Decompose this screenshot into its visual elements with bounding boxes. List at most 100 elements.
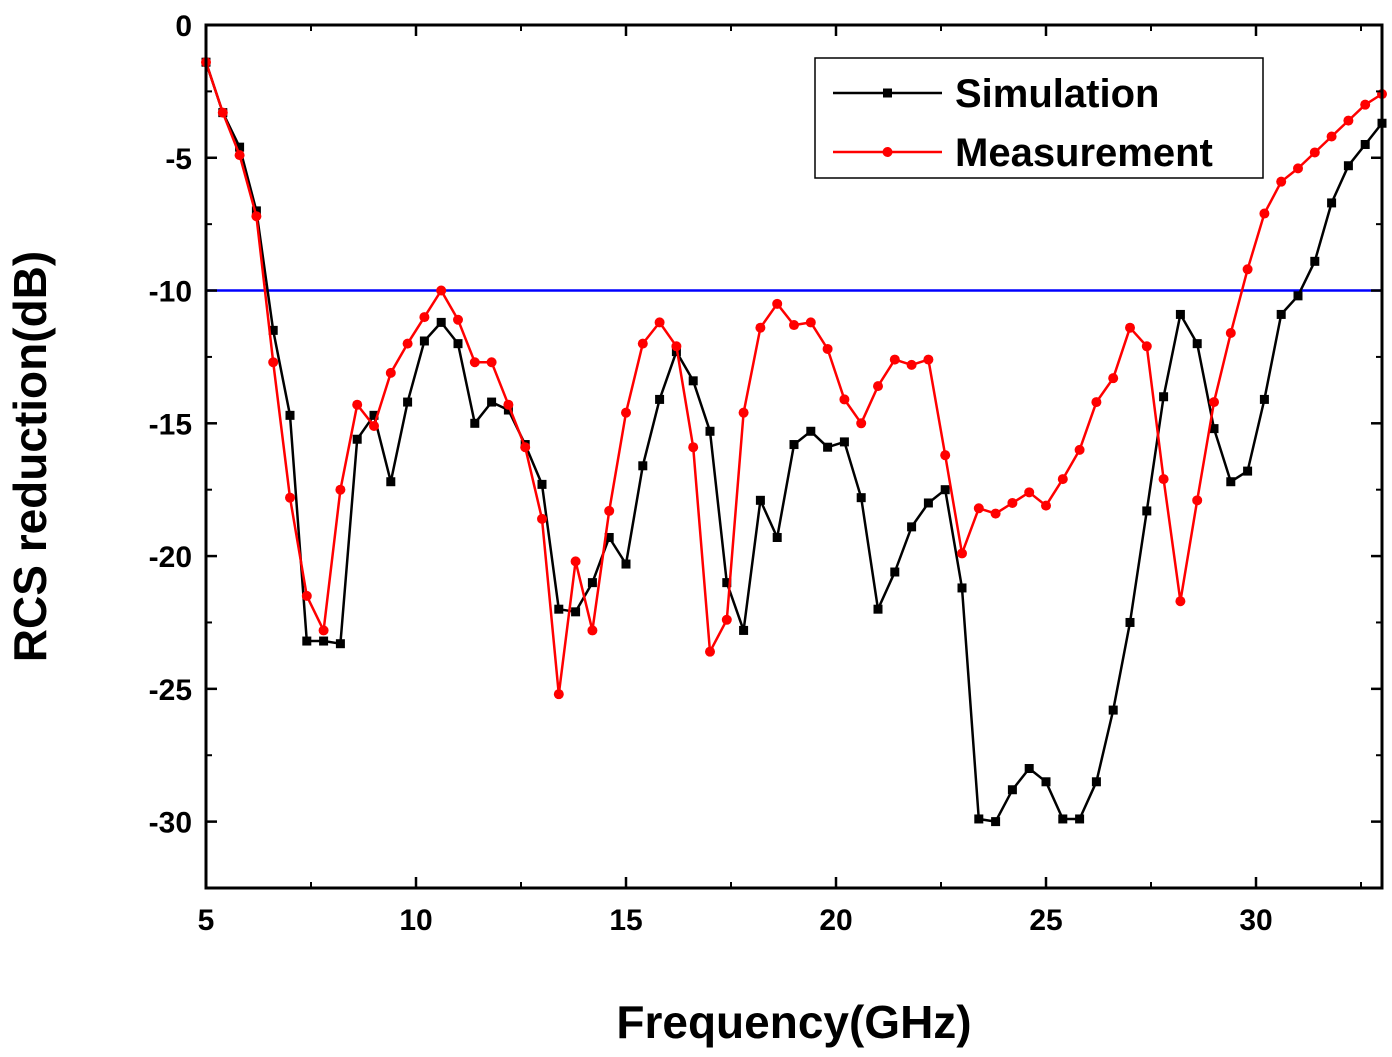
data-point-simulation: [974, 814, 984, 824]
legend-box: [814, 57, 1264, 179]
x-tick-label: 25: [1029, 904, 1062, 937]
data-point-simulation: [369, 410, 379, 420]
y-axis-title: RCS reduction(dB): [4, 251, 56, 662]
data-point-measurement: [1326, 131, 1337, 142]
data-point-simulation: [1041, 777, 1051, 787]
data-point-measurement: [1360, 99, 1371, 110]
data-point-measurement: [1057, 474, 1068, 485]
data-point-measurement: [923, 354, 934, 365]
y-tick-label: -15: [149, 408, 192, 441]
data-point-simulation: [1243, 466, 1253, 476]
ticks-layer: 5 10 15 20 25 30 0 -5 -10 -15 -20 -25 -30: [149, 10, 1382, 937]
data-point-simulation: [739, 625, 749, 635]
data-point-simulation: [1343, 161, 1353, 171]
data-point-measurement: [570, 556, 581, 567]
data-point-simulation: [419, 336, 429, 346]
data-point-measurement: [957, 548, 967, 559]
data-point-simulation: [285, 410, 295, 420]
data-point-simulation: [688, 376, 698, 386]
data-point-simulation: [453, 339, 463, 349]
data-point-measurement: [654, 317, 665, 328]
data-point-measurement: [889, 354, 900, 365]
data-point-measurement: [369, 420, 379, 431]
data-point-simulation: [806, 426, 816, 436]
data-point-measurement: [1209, 397, 1219, 408]
data-point-simulation: [352, 434, 362, 444]
data-point-simulation: [335, 639, 345, 649]
y-tick-label: -25: [149, 674, 192, 707]
data-point-measurement: [755, 322, 766, 333]
data-point-measurement: [503, 399, 514, 410]
data-point-simulation: [991, 817, 1001, 827]
data-point-simulation: [823, 442, 833, 452]
data-point-measurement: [268, 357, 279, 368]
y-tick-label: -10: [149, 276, 192, 309]
data-point-measurement: [385, 367, 396, 378]
data-point-measurement: [873, 381, 883, 392]
data-point-measurement: [1125, 322, 1135, 333]
data-point-measurement: [1007, 497, 1018, 508]
data-point-measurement: [301, 590, 312, 601]
data-point-measurement: [587, 625, 598, 636]
data-point-simulation: [923, 498, 933, 508]
data-point-measurement: [1293, 163, 1303, 174]
data-point-measurement: [1309, 147, 1320, 158]
data-point-measurement: [822, 343, 833, 354]
y-tick-label: -20: [149, 541, 192, 574]
data-point-measurement: [671, 341, 682, 352]
data-point-measurement: [453, 314, 463, 325]
data-point-measurement: [1074, 444, 1085, 455]
data-point-measurement: [352, 399, 363, 410]
data-point-simulation: [1259, 394, 1269, 404]
data-point-simulation: [839, 437, 849, 447]
data-point-measurement: [789, 320, 799, 331]
data-point-measurement: [553, 689, 564, 700]
data-point-measurement: [469, 357, 480, 368]
data-point-simulation: [1142, 506, 1152, 516]
data-point-simulation: [386, 477, 396, 487]
data-point-simulation: [1310, 256, 1320, 266]
data-point-measurement: [1024, 487, 1035, 498]
data-point-simulation: [319, 636, 329, 646]
data-point-simulation: [755, 495, 765, 505]
data-point-measurement: [738, 407, 749, 418]
data-point-simulation: [1091, 777, 1101, 787]
data-point-measurement: [721, 614, 732, 625]
legend-label-measurement: Measurement: [955, 131, 1213, 175]
data-point-measurement: [419, 312, 430, 323]
x-tick-label: 10: [399, 904, 432, 937]
data-point-measurement: [436, 285, 447, 296]
data-point-simulation: [890, 567, 900, 577]
data-point-measurement: [705, 646, 715, 657]
data-point-simulation: [554, 604, 564, 614]
data-point-simulation: [1075, 814, 1085, 824]
data-point-measurement: [990, 508, 1001, 519]
data-point-measurement: [520, 442, 531, 453]
data-point-measurement: [335, 484, 346, 495]
data-point-simulation: [1159, 392, 1169, 402]
data-point-simulation: [436, 317, 446, 327]
data-point-simulation: [1293, 291, 1303, 301]
data-point-measurement: [637, 338, 648, 349]
data-point-simulation: [1276, 309, 1286, 319]
data-point-measurement: [772, 298, 783, 309]
data-point-measurement: [402, 338, 413, 349]
data-point-simulation: [655, 394, 665, 404]
data-point-measurement: [1175, 596, 1186, 607]
data-point-measurement: [688, 442, 699, 453]
data-point-simulation: [873, 604, 883, 614]
data-point-measurement: [940, 450, 951, 461]
data-point-simulation: [638, 461, 648, 471]
y-tick-label: -5: [165, 143, 192, 176]
data-point-simulation: [1024, 764, 1034, 774]
x-tick-label: 15: [609, 904, 642, 937]
data-point-simulation: [537, 479, 547, 489]
legend-label-simulation: Simulation: [955, 72, 1159, 116]
data-point-measurement: [1091, 397, 1102, 408]
data-point-measurement: [1141, 341, 1152, 352]
data-point-measurement: [839, 394, 850, 405]
data-point-simulation: [1058, 814, 1068, 824]
data-point-simulation: [621, 559, 631, 569]
data-point-measurement: [973, 503, 984, 514]
data-point-simulation: [940, 485, 950, 495]
